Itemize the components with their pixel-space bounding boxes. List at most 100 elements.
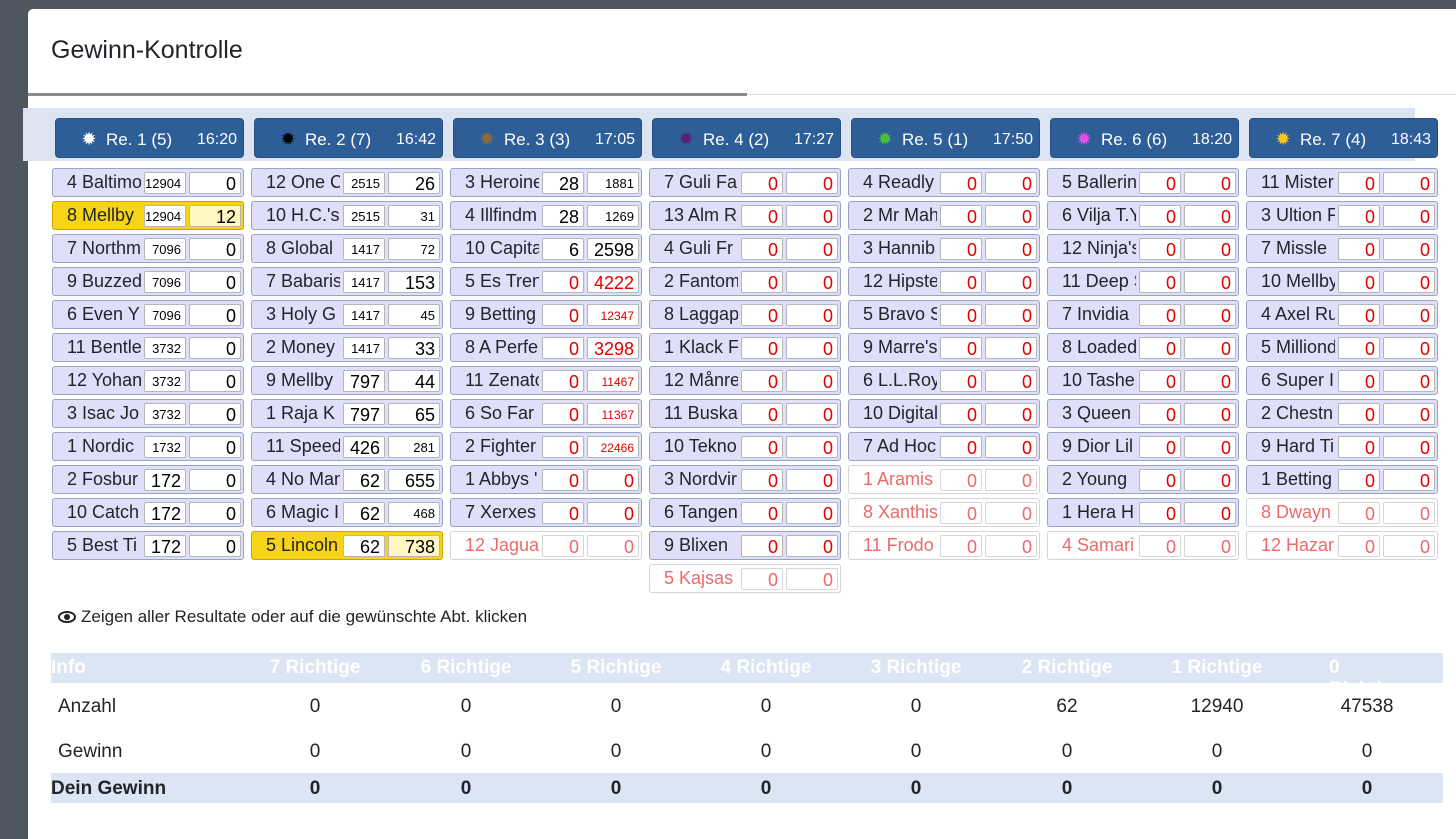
horse-row[interactable]: 1 Betting 0 0: [1246, 465, 1438, 494]
horse-row[interactable]: 2 Fosbur 172 0: [52, 465, 244, 494]
horse-row[interactable]: 10 Mellby 0 0: [1246, 267, 1438, 296]
horse-row[interactable]: 6 So Far 0 11367: [450, 399, 642, 428]
horse-value: 0: [985, 172, 1037, 194]
horse-row[interactable]: 7 Missle 0 0: [1246, 234, 1438, 263]
horse-row[interactable]: 6 Even Y 7096 0: [52, 300, 244, 329]
horse-row[interactable]: 5 Best Ti 172 0: [52, 531, 244, 560]
horse-row[interactable]: 8 Global 1417 72: [251, 234, 443, 263]
race-header[interactable]: ✹ Re. 4 (2) 17:27: [652, 118, 841, 158]
horse-row[interactable]: 12 One Cr251526: [251, 168, 443, 197]
horse-row[interactable]: 3 Isac Jo 3732 0: [52, 399, 244, 428]
horse-row[interactable]: 2 Fighter 0 22466: [450, 432, 642, 461]
horse-row[interactable]: 7 Northm 7096 0: [52, 234, 244, 263]
horse-row[interactable]: 11 Speedy426281: [251, 432, 443, 461]
horse-row[interactable]: 12 Yohan 3732 0: [52, 366, 244, 395]
horse-row[interactable]: 3 Nordvir 0 0: [649, 465, 841, 494]
race-header[interactable]: ✹ Re. 3 (3) 17:05: [453, 118, 642, 158]
horse-row[interactable]: 12 Jaguar 0 0: [450, 531, 642, 560]
horse-row[interactable]: 1 Nordic 1732 0: [52, 432, 244, 461]
show-all-text: Zeigen aller Resultate oder auf die gewü…: [81, 607, 528, 626]
horse-row[interactable]: 12 Hipster 0 0: [848, 267, 1040, 296]
horse-row[interactable]: 6 Vilja T.Y 0 0: [1047, 201, 1239, 230]
horse-row[interactable]: 9 Hard Ti 0 0: [1246, 432, 1438, 461]
horse-row[interactable]: 6 Magic I 62 468: [251, 498, 443, 527]
horse-row[interactable]: 12 Månrer 0 0: [649, 366, 841, 395]
race-header[interactable]: ✹ Re. 2 (7) 16:42: [254, 118, 443, 158]
horse-row[interactable]: 11 Mister I00: [1246, 168, 1438, 197]
horse-row[interactable]: 1 Abbys ' 0 0: [450, 465, 642, 494]
horse-row[interactable]: 7 Invidia 0 0: [1047, 300, 1239, 329]
horse-row[interactable]: 5 Ballerin 0 0: [1047, 168, 1239, 197]
horse-row[interactable]: 2 Mr Mah 0 0: [848, 201, 1040, 230]
horse-row[interactable]: 5 Kajsas 0 0: [649, 564, 841, 593]
horse-row[interactable]: 10 Tekno I00: [649, 432, 841, 461]
horse-row[interactable]: 8 Mellby 12904 12: [52, 201, 244, 230]
horse-row[interactable]: 2 Chestn 0 0: [1246, 399, 1438, 428]
horse-name: 2 Fantom: [664, 271, 738, 291]
horse-row[interactable]: 7 Guli Fa 0 0: [649, 168, 841, 197]
horse-row[interactable]: 1 Aramis 0 0: [848, 465, 1040, 494]
horse-row[interactable]: 9 Blixen 0 0: [649, 531, 841, 560]
horse-count: 0: [1139, 271, 1181, 293]
horse-row[interactable]: 2 Young 0 0: [1047, 465, 1239, 494]
horse-row[interactable]: 10 Catch M1720: [52, 498, 244, 527]
horse-row[interactable]: 13 Alm Ra00: [649, 201, 841, 230]
horse-row[interactable]: 11 Buska 0 0: [649, 399, 841, 428]
horse-row[interactable]: 9 Mellby 797 44: [251, 366, 443, 395]
race-header[interactable]: ✹ Re. 5 (1) 17:50: [851, 118, 1040, 158]
horse-row[interactable]: 6 L.L.Roy 0 0: [848, 366, 1040, 395]
horse-row[interactable]: 9 Marre's 0 0: [848, 333, 1040, 362]
horse-row[interactable]: 8 Loaded 0 0: [1047, 333, 1239, 362]
horse-row[interactable]: 1 Raja K 797 65: [251, 399, 443, 428]
horse-row[interactable]: 11 Zenato 0 11467: [450, 366, 642, 395]
horse-row[interactable]: 7 Babaris 1417 153: [251, 267, 443, 296]
horse-row[interactable]: 11 Bentley37320: [52, 333, 244, 362]
horse-row[interactable]: 6 Tangen 0 0: [649, 498, 841, 527]
horse-row[interactable]: 4 No Man 62 655: [251, 465, 443, 494]
horse-row[interactable]: 3 Heroine 28 1881: [450, 168, 642, 197]
horse-row[interactable]: 10 Digital (00: [848, 399, 1040, 428]
horse-row[interactable]: 4 Readly 0 0: [848, 168, 1040, 197]
horse-row[interactable]: 8 Laggap 0 0: [649, 300, 841, 329]
horse-row[interactable]: 7 Ad Hoc 0 0: [848, 432, 1040, 461]
horse-row[interactable]: 3 Holy G 1417 45: [251, 300, 443, 329]
horse-row[interactable]: 5 Lincoln 62 738: [251, 531, 443, 560]
horse-value: 0: [189, 502, 241, 524]
horse-row[interactable]: 3 Queen 0 0: [1047, 399, 1239, 428]
horse-row[interactable]: 7 Xerxes 0 0: [450, 498, 642, 527]
horse-row[interactable]: 2 Money 1417 33: [251, 333, 443, 362]
horse-row[interactable]: 12 Ninja's 0 0: [1047, 234, 1239, 263]
horse-row[interactable]: 10 Capital 6 2598: [450, 234, 642, 263]
horse-row[interactable]: 4 Guli Fr 0 0: [649, 234, 841, 263]
horse-row[interactable]: 8 Dwayn 0 0: [1246, 498, 1438, 527]
horse-row[interactable]: 8 A Perfe 0 3298: [450, 333, 642, 362]
show-all-link[interactable]: Zeigen aller Resultate oder auf die gewü…: [58, 607, 527, 627]
race-header[interactable]: ✹ Re. 7 (4) 18:43: [1249, 118, 1438, 158]
horse-row[interactable]: 4 Axel Ru 0 0: [1246, 300, 1438, 329]
horse-count: 0: [1139, 436, 1181, 458]
horse-row[interactable]: 11 Frodo S00: [848, 531, 1040, 560]
horse-row[interactable]: 3 Hannib 0 0: [848, 234, 1040, 263]
horse-row[interactable]: 9 Buzzed 7096 0: [52, 267, 244, 296]
horse-row[interactable]: 4 Baltimo 12904 0: [52, 168, 244, 197]
horse-row[interactable]: 10 Tasheri00: [1047, 366, 1239, 395]
horse-row[interactable]: 5 Milliond 0 0: [1246, 333, 1438, 362]
race-header[interactable]: ✹ Re. 1 (5) 16:20: [55, 118, 244, 158]
horse-row[interactable]: 4 Illfindm 28 1269: [450, 201, 642, 230]
horse-row[interactable]: 12 Hazard00: [1246, 531, 1438, 560]
race-header[interactable]: ✹ Re. 6 (6) 18:20: [1050, 118, 1239, 158]
horse-count: 1417: [343, 337, 385, 359]
horse-row[interactable]: 11 Deep S00: [1047, 267, 1239, 296]
horse-row[interactable]: 5 Es Tren 0 4222: [450, 267, 642, 296]
horse-row[interactable]: 4 Samari 0 0: [1047, 531, 1239, 560]
horse-row[interactable]: 8 Xanthis 0 0: [848, 498, 1040, 527]
horse-row[interactable]: 9 Dior Lil 0 0: [1047, 432, 1239, 461]
horse-row[interactable]: 2 Fantom 0 0: [649, 267, 841, 296]
horse-row[interactable]: 10 H.C.'s C251531: [251, 201, 443, 230]
horse-row[interactable]: 9 Betting 0 12347: [450, 300, 642, 329]
